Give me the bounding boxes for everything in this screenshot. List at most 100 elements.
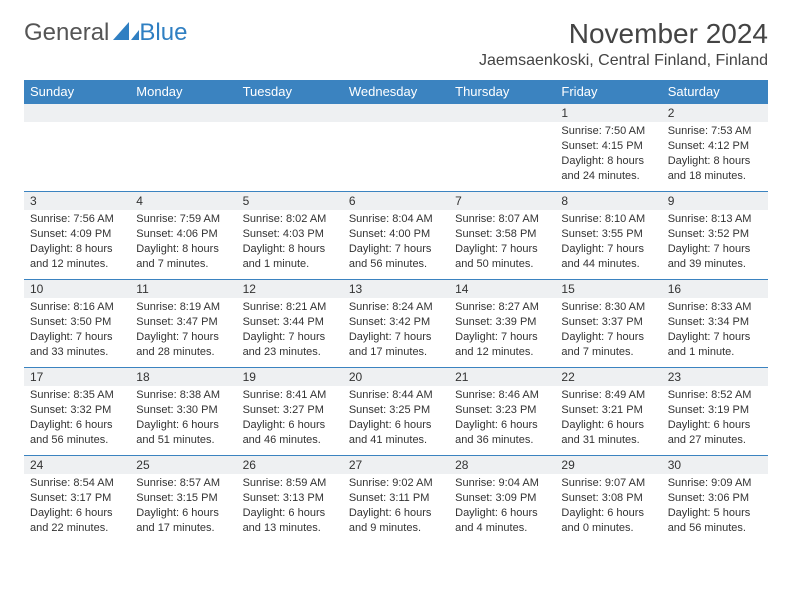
day-number [237,104,343,122]
day-details: Sunrise: 8:19 AMSunset: 3:47 PMDaylight:… [130,298,236,363]
calendar-day-cell: 22Sunrise: 8:49 AMSunset: 3:21 PMDayligh… [555,368,661,456]
day-number: 27 [343,456,449,474]
day-details: Sunrise: 8:27 AMSunset: 3:39 PMDaylight:… [449,298,555,363]
day-number [343,104,449,122]
calendar-day-cell: 11Sunrise: 8:19 AMSunset: 3:47 PMDayligh… [130,280,236,368]
day-details [343,122,449,128]
calendar-day-cell: 6Sunrise: 8:04 AMSunset: 4:00 PMDaylight… [343,192,449,280]
day-number: 21 [449,368,555,386]
calendar-day-cell: 16Sunrise: 8:33 AMSunset: 3:34 PMDayligh… [662,280,768,368]
calendar-week-row: 24Sunrise: 8:54 AMSunset: 3:17 PMDayligh… [24,456,768,544]
weekday-header: Monday [130,80,236,104]
day-details: Sunrise: 8:33 AMSunset: 3:34 PMDaylight:… [662,298,768,363]
calendar-week-row: 1Sunrise: 7:50 AMSunset: 4:15 PMDaylight… [24,104,768,192]
header: General Blue November 2024 Jaemsaenkoski… [24,18,768,70]
calendar-day-cell: 17Sunrise: 8:35 AMSunset: 3:32 PMDayligh… [24,368,130,456]
calendar-day-cell: 4Sunrise: 7:59 AMSunset: 4:06 PMDaylight… [130,192,236,280]
calendar-day-cell: 15Sunrise: 8:30 AMSunset: 3:37 PMDayligh… [555,280,661,368]
calendar-day-cell: 8Sunrise: 8:10 AMSunset: 3:55 PMDaylight… [555,192,661,280]
day-details: Sunrise: 8:44 AMSunset: 3:25 PMDaylight:… [343,386,449,451]
day-number [449,104,555,122]
day-details: Sunrise: 8:41 AMSunset: 3:27 PMDaylight:… [237,386,343,451]
day-number: 24 [24,456,130,474]
calendar-day-cell: 5Sunrise: 8:02 AMSunset: 4:03 PMDaylight… [237,192,343,280]
weekday-header: Sunday [24,80,130,104]
day-details [237,122,343,128]
calendar-day-cell: 14Sunrise: 8:27 AMSunset: 3:39 PMDayligh… [449,280,555,368]
calendar-day-cell: 18Sunrise: 8:38 AMSunset: 3:30 PMDayligh… [130,368,236,456]
calendar-body: 1Sunrise: 7:50 AMSunset: 4:15 PMDaylight… [24,104,768,544]
day-number: 12 [237,280,343,298]
day-details: Sunrise: 8:10 AMSunset: 3:55 PMDaylight:… [555,210,661,275]
calendar-day-cell: 29Sunrise: 9:07 AMSunset: 3:08 PMDayligh… [555,456,661,544]
day-number: 11 [130,280,236,298]
calendar-day-cell: 28Sunrise: 9:04 AMSunset: 3:09 PMDayligh… [449,456,555,544]
day-number: 17 [24,368,130,386]
calendar-day-cell: 9Sunrise: 8:13 AMSunset: 3:52 PMDaylight… [662,192,768,280]
calendar-day-cell [449,104,555,192]
calendar-day-cell: 24Sunrise: 8:54 AMSunset: 3:17 PMDayligh… [24,456,130,544]
day-number: 28 [449,456,555,474]
day-number: 15 [555,280,661,298]
day-details [449,122,555,128]
logo-word1: General [24,19,109,47]
day-details: Sunrise: 9:02 AMSunset: 3:11 PMDaylight:… [343,474,449,539]
day-details: Sunrise: 8:46 AMSunset: 3:23 PMDaylight:… [449,386,555,451]
day-number: 22 [555,368,661,386]
weekday-header: Tuesday [237,80,343,104]
day-number: 18 [130,368,236,386]
calendar-day-cell: 19Sunrise: 8:41 AMSunset: 3:27 PMDayligh… [237,368,343,456]
month-title: November 2024 [479,18,768,50]
day-details: Sunrise: 7:50 AMSunset: 4:15 PMDaylight:… [555,122,661,187]
day-details: Sunrise: 8:16 AMSunset: 3:50 PMDaylight:… [24,298,130,363]
calendar-day-cell: 1Sunrise: 7:50 AMSunset: 4:15 PMDaylight… [555,104,661,192]
day-number: 2 [662,104,768,122]
calendar-day-cell: 25Sunrise: 8:57 AMSunset: 3:15 PMDayligh… [130,456,236,544]
day-details: Sunrise: 8:35 AMSunset: 3:32 PMDaylight:… [24,386,130,451]
calendar-day-cell: 10Sunrise: 8:16 AMSunset: 3:50 PMDayligh… [24,280,130,368]
day-number: 3 [24,192,130,210]
day-number [130,104,236,122]
day-number: 23 [662,368,768,386]
day-details: Sunrise: 8:04 AMSunset: 4:00 PMDaylight:… [343,210,449,275]
weekday-header-row: SundayMondayTuesdayWednesdayThursdayFrid… [24,80,768,104]
location: Jaemsaenkoski, Central Finland, Finland [479,52,768,70]
day-details: Sunrise: 7:56 AMSunset: 4:09 PMDaylight:… [24,210,130,275]
calendar-day-cell [237,104,343,192]
logo-sail-icon [113,18,139,47]
day-number: 8 [555,192,661,210]
day-number: 29 [555,456,661,474]
day-number: 16 [662,280,768,298]
calendar-day-cell: 23Sunrise: 8:52 AMSunset: 3:19 PMDayligh… [662,368,768,456]
day-number: 1 [555,104,661,122]
calendar-week-row: 17Sunrise: 8:35 AMSunset: 3:32 PMDayligh… [24,368,768,456]
day-details: Sunrise: 8:54 AMSunset: 3:17 PMDaylight:… [24,474,130,539]
calendar-day-cell [130,104,236,192]
weekday-header: Saturday [662,80,768,104]
day-number: 5 [237,192,343,210]
day-number: 20 [343,368,449,386]
title-block: November 2024 Jaemsaenkoski, Central Fin… [479,18,768,70]
calendar-week-row: 3Sunrise: 7:56 AMSunset: 4:09 PMDaylight… [24,192,768,280]
day-details: Sunrise: 8:07 AMSunset: 3:58 PMDaylight:… [449,210,555,275]
day-details: Sunrise: 9:09 AMSunset: 3:06 PMDaylight:… [662,474,768,539]
day-details: Sunrise: 8:57 AMSunset: 3:15 PMDaylight:… [130,474,236,539]
calendar-day-cell [24,104,130,192]
day-number: 25 [130,456,236,474]
calendar-day-cell: 27Sunrise: 9:02 AMSunset: 3:11 PMDayligh… [343,456,449,544]
day-details: Sunrise: 8:02 AMSunset: 4:03 PMDaylight:… [237,210,343,275]
logo: General Blue [24,18,187,47]
day-details: Sunrise: 9:04 AMSunset: 3:09 PMDaylight:… [449,474,555,539]
day-details: Sunrise: 8:49 AMSunset: 3:21 PMDaylight:… [555,386,661,451]
calendar-day-cell: 7Sunrise: 8:07 AMSunset: 3:58 PMDaylight… [449,192,555,280]
day-number: 7 [449,192,555,210]
weekday-header: Friday [555,80,661,104]
day-number: 4 [130,192,236,210]
day-number: 13 [343,280,449,298]
day-details: Sunrise: 8:38 AMSunset: 3:30 PMDaylight:… [130,386,236,451]
calendar-day-cell [343,104,449,192]
day-details: Sunrise: 8:52 AMSunset: 3:19 PMDaylight:… [662,386,768,451]
calendar-day-cell: 13Sunrise: 8:24 AMSunset: 3:42 PMDayligh… [343,280,449,368]
weekday-header: Thursday [449,80,555,104]
calendar-day-cell: 2Sunrise: 7:53 AMSunset: 4:12 PMDaylight… [662,104,768,192]
